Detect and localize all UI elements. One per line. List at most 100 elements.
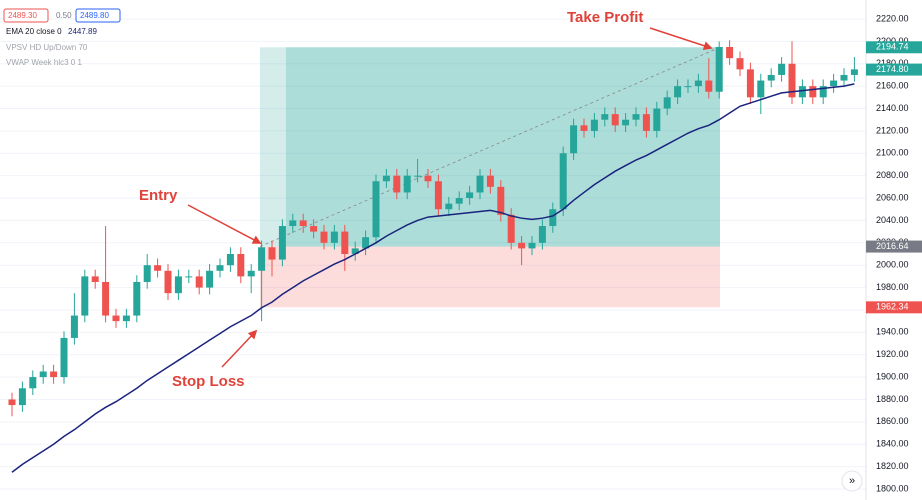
candle-body — [518, 242, 526, 249]
y-tick-label: 2000.00 — [876, 260, 909, 270]
candle-body — [590, 119, 598, 131]
legend: 2489.30 0.50 2489.80 EMA 20 close 0 2447… — [3, 8, 121, 67]
ask-box — [75, 8, 121, 23]
candle-body — [830, 80, 838, 87]
candle-body — [112, 315, 120, 322]
candle-body — [216, 265, 224, 271]
candle-body — [611, 114, 619, 126]
candle-body — [351, 248, 359, 254]
y-tick-label: 2180.00 — [876, 58, 909, 68]
y-tick-label: 1820.00 — [876, 461, 909, 471]
candle-body — [310, 226, 318, 232]
candle-body — [60, 337, 68, 378]
candle-body — [767, 74, 775, 81]
candle-body — [674, 86, 682, 98]
candle-body — [8, 399, 16, 406]
candle-body — [653, 108, 661, 131]
vpsv: VPSV HD Up/Down 70 — [6, 43, 88, 52]
stop-loss-price-tag — [866, 301, 922, 314]
candle-body — [91, 276, 99, 282]
y-tick-label: 2160.00 — [876, 81, 909, 91]
arrow — [649, 27, 713, 51]
y-tick-label: 1980.00 — [876, 282, 909, 292]
take-profit-price-tag — [866, 41, 922, 54]
y-tick-label: 1920.00 — [876, 349, 909, 359]
candle-body — [819, 86, 827, 98]
candle-body — [580, 125, 588, 131]
entry-label: Entry — [139, 187, 178, 204]
candle-body — [320, 231, 328, 243]
take-profit-label: Take Profit — [567, 9, 643, 26]
candle-body — [601, 114, 609, 120]
candle-body — [809, 86, 817, 98]
candle-body — [559, 153, 567, 210]
bid-box — [3, 8, 49, 23]
last-price-tag — [866, 63, 922, 76]
ema-name: EMA 20 close 0 — [6, 27, 62, 36]
candle-body — [195, 276, 203, 288]
candle-body — [736, 58, 744, 70]
candle-body — [497, 186, 505, 215]
candle-body — [788, 63, 796, 98]
candle-body — [133, 281, 141, 316]
candle-body — [39, 371, 47, 378]
candle-body — [50, 371, 58, 378]
profit-zone-light — [260, 47, 286, 247]
y-tick-label: 2220.00 — [876, 13, 909, 23]
profit-zone — [286, 47, 720, 247]
candle-body — [154, 265, 162, 271]
bid: 2489.30 — [8, 11, 37, 20]
candle-body — [18, 388, 26, 406]
candle-body — [632, 114, 640, 120]
y-tick-label: 1900.00 — [876, 371, 909, 381]
candle-body — [705, 80, 713, 92]
candle-body — [403, 175, 411, 193]
candle-body — [528, 242, 536, 249]
y-tick-label: 2060.00 — [876, 192, 909, 202]
candle-body — [549, 209, 557, 227]
candle-body — [258, 247, 266, 271]
candle-body — [414, 175, 422, 177]
candle-body — [122, 315, 130, 322]
y-tick-label: 1880.00 — [876, 394, 909, 404]
take-profit-price: 2194.74 — [876, 42, 909, 52]
candle-body — [445, 203, 453, 210]
y-tick-label: 1940.00 — [876, 327, 909, 337]
candle-body — [278, 226, 286, 260]
candle-body — [538, 226, 546, 243]
candle-body — [299, 220, 307, 227]
y-tick-label: 2100.00 — [876, 148, 909, 158]
last-price: 2174.80 — [876, 64, 909, 74]
ask: 2489.80 — [80, 11, 109, 20]
scroll-button[interactable] — [841, 470, 863, 492]
candle-body — [715, 46, 723, 92]
ema-line — [11, 83, 855, 473]
arrow — [187, 204, 262, 244]
candle-body — [663, 97, 671, 109]
candle-body — [757, 80, 765, 98]
candle-body — [476, 175, 484, 193]
y-tick-label: 1840.00 — [876, 439, 909, 449]
arrow — [221, 329, 258, 368]
candle-body — [382, 175, 390, 182]
y-tick-label: 2120.00 — [876, 125, 909, 135]
candle-body — [570, 125, 578, 154]
y-tick-label: 1860.00 — [876, 416, 909, 426]
candle-body — [372, 181, 380, 238]
entry-price: 2016.64 — [876, 241, 909, 251]
candle-body — [778, 63, 786, 75]
candle-body — [850, 69, 858, 75]
candle-body — [798, 86, 806, 98]
y-tick-label: 2200.00 — [876, 36, 909, 46]
candle-body — [486, 175, 494, 187]
y-tick-label: 2080.00 — [876, 170, 909, 180]
candle-body — [362, 237, 370, 249]
candle-body — [393, 175, 401, 193]
y-tick-label: 2040.00 — [876, 215, 909, 225]
candle-body — [694, 80, 702, 87]
candle-body — [206, 270, 214, 288]
candle-body — [466, 192, 474, 199]
candle-body — [226, 254, 234, 266]
